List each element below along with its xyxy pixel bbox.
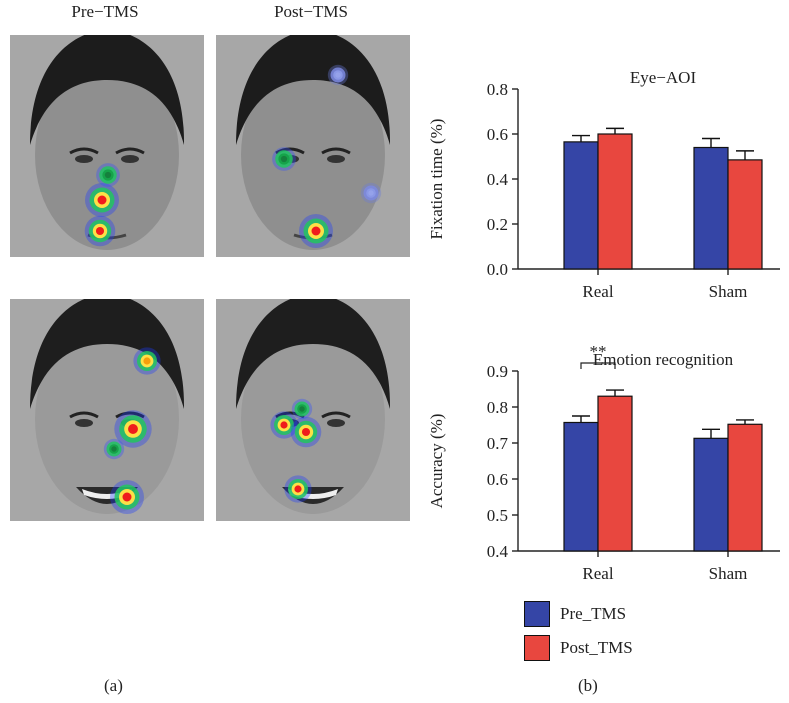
legend-swatch-pre	[524, 601, 550, 627]
chart-title: Eye−AOI	[630, 68, 697, 87]
bar-post-tms-real	[597, 395, 633, 552]
bar-post-tms-sham	[727, 159, 763, 270]
y-tick-label: 0.6	[487, 125, 508, 144]
chart-2: Emotion recognition Accuracy (%) 0.4 0.5 0.6…	[427, 342, 780, 583]
column-title-post: Post−TMS	[274, 2, 348, 21]
column-title-pre: Pre−TMS	[71, 2, 139, 21]
bar-pre-tms-real	[563, 141, 599, 270]
significance-label: **	[590, 342, 607, 361]
legend-item-post: Post_TMS	[524, 635, 633, 661]
x-tick-label: Real	[582, 282, 613, 301]
bar-post-tms-real	[597, 133, 633, 270]
x-tick-label: Sham	[709, 282, 748, 301]
legend-swatch-post	[524, 635, 550, 661]
x-tick-label: Sham	[709, 564, 748, 583]
y-axis-label: Accuracy (%)	[427, 414, 446, 509]
chart-1: Eye−AOI Fixation time (%) 0.0 0.2 0.4 0.6 0.8 R…	[427, 68, 780, 301]
legend-item-pre: Pre_TMS	[524, 601, 626, 627]
significance-bracket	[580, 362, 616, 369]
bar-charts: Eye−AOI Fixation time (%) 0.0 0.2 0.4 0.6 0.8 R…	[427, 68, 780, 583]
y-tick-label: 0.7	[487, 434, 509, 453]
y-tick-label: 0.9	[487, 362, 508, 381]
x-tick-label: Real	[582, 564, 613, 583]
bar-pre-tms-sham	[693, 146, 729, 270]
y-tick-label: 0.4	[487, 542, 509, 561]
face-happy-post	[216, 299, 410, 521]
y-tick-label: 0.8	[487, 80, 508, 99]
panel-label-a: (a)	[104, 676, 123, 695]
bar-post-tms-sham	[727, 423, 763, 552]
panel-label-b: (b)	[578, 676, 598, 695]
y-tick-label: 0.5	[487, 506, 508, 525]
legend-label-pre: Pre_TMS	[560, 604, 627, 623]
y-tick-label: 0.0	[487, 260, 508, 279]
y-tick-label: 0.8	[487, 398, 508, 417]
y-tick-label: 0.2	[487, 215, 508, 234]
bar-pre-tms-real	[563, 421, 599, 552]
face-happy-pre	[10, 299, 204, 521]
legend-label-post: Post_TMS	[560, 638, 633, 657]
chart-title: Emotion recognition	[593, 350, 734, 369]
y-tick-label: 0.4	[487, 170, 509, 189]
y-axis-label: Fixation time (%)	[427, 119, 446, 240]
y-tick-label: 0.6	[487, 470, 508, 489]
face-neutral-post	[216, 35, 410, 257]
face-neutral-pre	[10, 35, 204, 257]
bar-pre-tms-sham	[693, 437, 729, 552]
